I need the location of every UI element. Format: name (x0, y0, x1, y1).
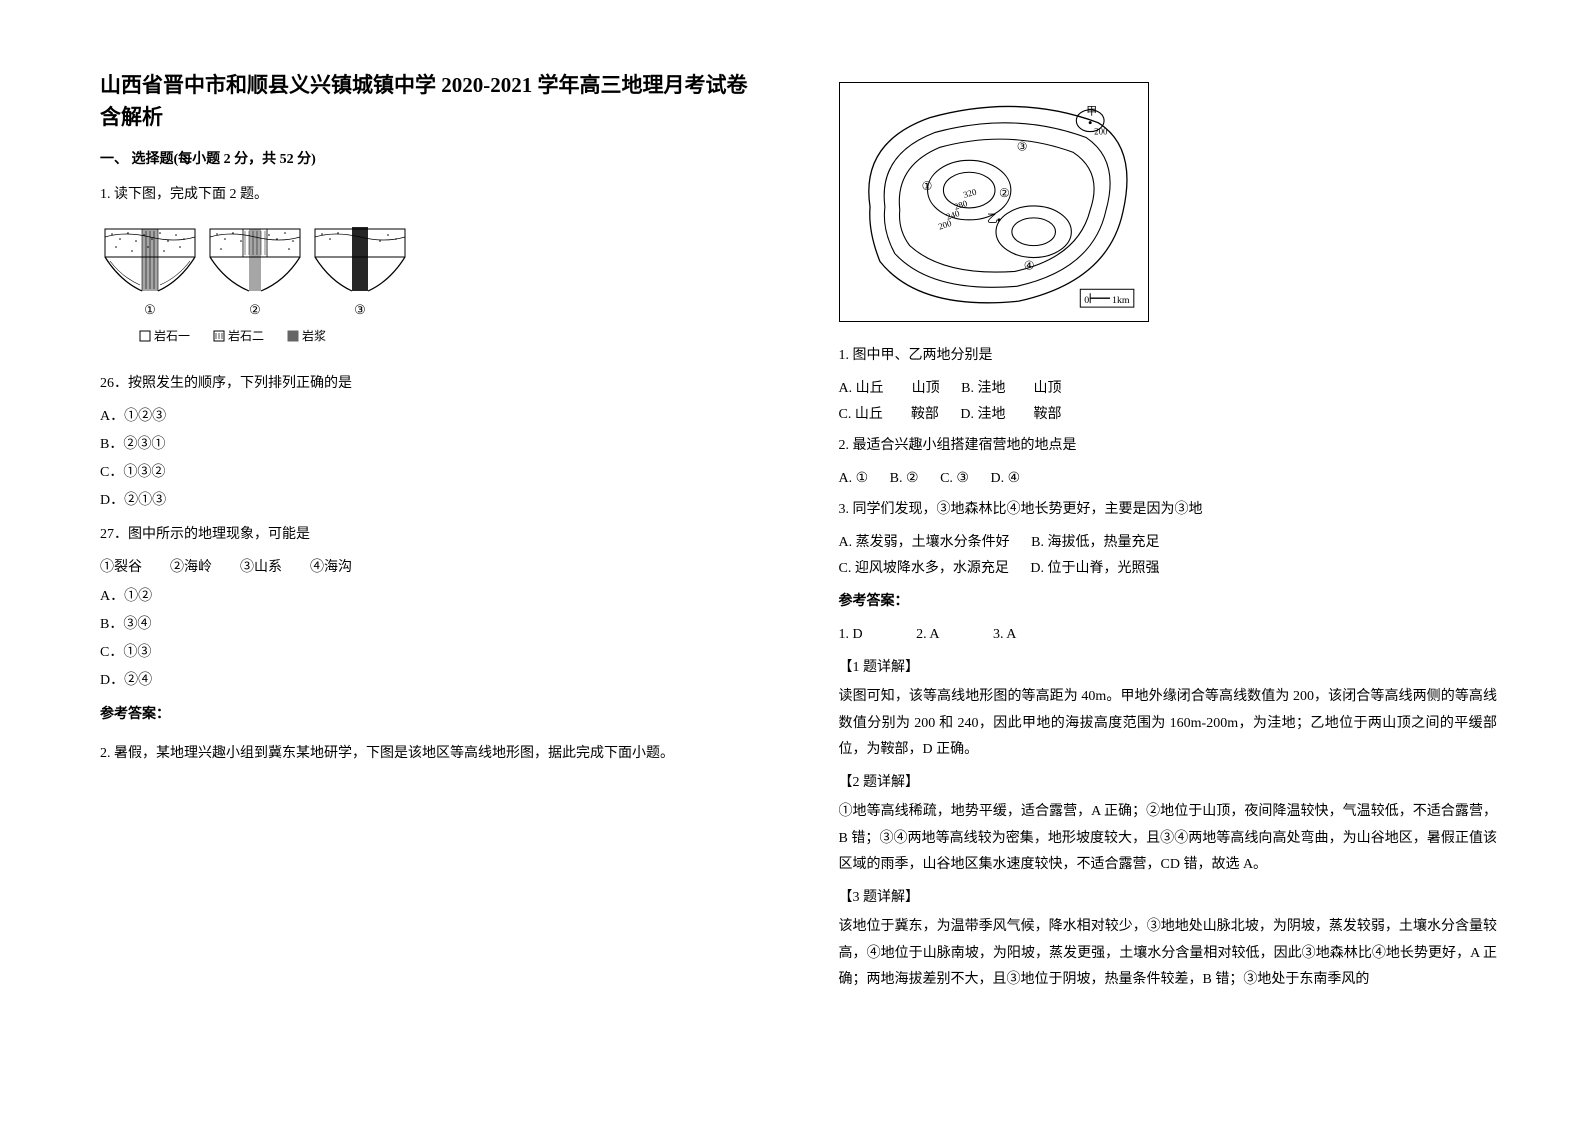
q2-1-opt-d: D. 洼地 鞍部 (960, 402, 1061, 427)
q1-26-opt-b: B．②③① (100, 432, 759, 457)
left-column: 山西省晋中市和顺县义兴镇城镇中学 2020-2021 学年高三地理月考试卷含解析… (100, 70, 759, 994)
legend-rock1: 岩石一 (154, 328, 190, 343)
explain3-body: 该地位于冀东，为温带季风气候，降水相对较少，③地地处山脉北坡，为阴坡，蒸发较弱，… (839, 914, 1498, 994)
exam-title: 山西省晋中市和顺县义兴镇城镇中学 2020-2021 学年高三地理月考试卷含解析 (100, 70, 759, 133)
q1-sub27-stem: 27．图中所示的地理现象，可能是 (100, 522, 759, 547)
q1-26-opt-a: A．①②③ (100, 404, 759, 429)
q1-answer-heading: 参考答案： (100, 702, 759, 727)
explain2-heading: 【2 题详解】 (839, 770, 1498, 795)
topo-map-svg: 甲 200 200 240 280 320 ① ② ③ ④ 乙 (839, 82, 1149, 322)
q2-2-opt-a: A. ① (839, 466, 869, 491)
q2-answer-heading: 参考答案： (839, 589, 1498, 614)
right-column: 甲 200 200 240 280 320 ① ② ③ ④ 乙 (839, 70, 1498, 994)
q2-1-opt-c: C. 山丘 鞍部 (839, 402, 939, 427)
svg-text:①: ① (921, 179, 932, 193)
svg-text:0: 0 (1084, 295, 1089, 306)
svg-text:320: 320 (962, 187, 978, 200)
q2-3-opt-d: D. 位于山脊，光照强 (1030, 556, 1159, 581)
q2-ans-1: 1. D (839, 622, 863, 647)
q2-ans-3: 3. A (993, 622, 1016, 647)
rock-formation-svg: ① ② (100, 219, 410, 349)
section-1-heading: 一、 选择题(每小题 2 分，共 52 分) (100, 147, 759, 172)
q2-figure: 甲 200 200 240 280 320 ① ② ③ ④ 乙 (839, 82, 1498, 331)
q2-2-opt-d: D. ④ (990, 466, 1020, 491)
explain3-heading: 【3 题详解】 (839, 885, 1498, 910)
svg-text:1km: 1km (1112, 295, 1130, 306)
explain2-body: ①地等高线稀疏，地势平缓，适合露营，A 正确；②地位于山顶，夜间降温较快，气温较… (839, 799, 1498, 879)
svg-text:①: ① (144, 302, 156, 317)
q1-sub26-stem: 26．按照发生的顺序，下列排列正确的是 (100, 371, 759, 396)
svg-text:③: ③ (1016, 139, 1027, 153)
q2-3-opt-b: B. 海拔低，热量充足 (1031, 530, 1159, 555)
q1-26-opt-d: D．②①③ (100, 488, 759, 513)
q2-answers: 1. D 2. A 3. A (839, 622, 1498, 647)
q2-2-opt-b: B. ② (890, 466, 919, 491)
svg-text:甲: 甲 (1086, 106, 1097, 118)
q1-27-opt-c: C．①③ (100, 640, 759, 665)
legend-magma: 岩浆 (302, 328, 326, 343)
q1-stem: 1. 读下图，完成下面 2 题。 (100, 182, 759, 207)
q2-3-opt-a: A. 蒸发弱，土壤水分条件好 (839, 530, 1010, 555)
legend-rock2: 岩石二 (228, 328, 264, 343)
q1-sub27-line2: ①裂谷 ②海岭 ③山系 ④海沟 (100, 555, 759, 580)
explain1-heading: 【1 题详解】 (839, 655, 1498, 680)
q2-1-opt-b: B. 洼地 山顶 (961, 376, 1061, 401)
q2-sub1-stem: 1. 图中甲、乙两地分别是 (839, 343, 1498, 368)
svg-text:③: ③ (354, 302, 366, 317)
q2-2-opt-c: C. ③ (940, 466, 969, 491)
q1-27-opt-b: B．③④ (100, 612, 759, 637)
q1-figure: ① ② (100, 219, 759, 358)
q1-26-opt-c: C．①③② (100, 460, 759, 485)
svg-text:②: ② (998, 186, 1009, 200)
q2-stem: 2. 暑假，某地理兴趣小组到冀东某地研学，下图是该地区等高线地形图，据此完成下面… (100, 741, 759, 766)
q2-sub2-stem: 2. 最适合兴趣小组搭建宿营地的地点是 (839, 433, 1498, 458)
svg-text:200: 200 (1094, 127, 1108, 137)
svg-text:280: 280 (952, 198, 968, 212)
svg-text:④: ④ (1023, 258, 1034, 272)
explain1-body: 读图可知，该等高线地形图的等高距为 40m。甲地外缘闭合等高线数值为 200，该… (839, 684, 1498, 764)
q1-27-opt-a: A．①② (100, 584, 759, 609)
q2-ans-2: 2. A (916, 622, 939, 647)
svg-text:②: ② (249, 302, 261, 317)
q2-3-opt-c: C. 迎风坡降水多，水源充足 (839, 556, 1009, 581)
q2-1-opt-a: A. 山丘 山顶 (839, 376, 940, 401)
q1-27-opt-d: D．②④ (100, 668, 759, 693)
svg-text:乙: 乙 (987, 212, 998, 225)
q2-sub3-stem: 3. 同学们发现，③地森林比④地长势更好，主要是因为③地 (839, 497, 1498, 522)
